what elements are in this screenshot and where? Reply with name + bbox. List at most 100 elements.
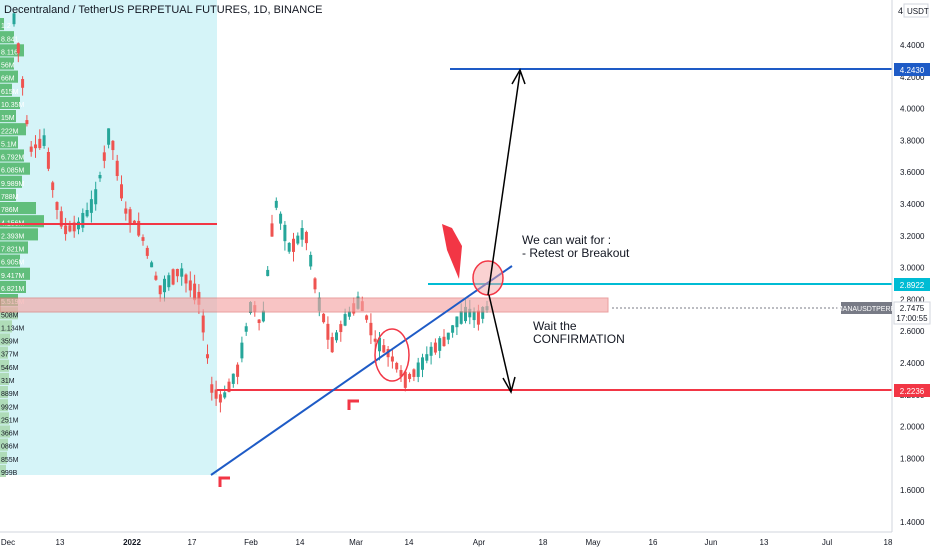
volume-profile-bar <box>0 333 10 346</box>
volume-profile-label: 1.134M <box>1 325 25 332</box>
candle-body <box>77 221 80 230</box>
volume-profile-bar <box>0 386 8 399</box>
candle-body <box>343 314 347 326</box>
candle-body <box>412 369 416 377</box>
candle-body <box>261 310 265 322</box>
volume-profile-bar <box>0 399 8 412</box>
x-tick-label: 14 <box>405 538 414 547</box>
volume-profile-label: 786M <box>1 207 19 214</box>
candle-body <box>481 306 485 319</box>
volume-profile-bar <box>0 346 8 359</box>
volume-profile-label: 9.989M <box>1 181 25 188</box>
volume-profile-bar <box>0 188 16 201</box>
volume-profile-label: 8.116 <box>1 49 18 56</box>
volume-profile-bar <box>0 241 28 254</box>
y-axis-panel[interactable] <box>892 0 932 550</box>
y-tick-label: 3.0000 <box>900 264 925 273</box>
support-price-tag <box>894 384 930 397</box>
volume-profile-label: 615M <box>1 89 19 96</box>
volume-profile-bar <box>0 280 26 293</box>
red-arrow-icon <box>442 224 462 279</box>
x-tick-label: 13 <box>56 538 65 547</box>
candle-body <box>373 338 377 342</box>
volume-profile-bar <box>0 228 38 241</box>
y-tick-label: 4.2000 <box>900 73 925 82</box>
volume-profile-bar <box>0 267 30 280</box>
volume-profile-label: 992M <box>1 404 19 411</box>
candle-body <box>403 371 407 388</box>
note-wait-for-1: We can wait for : <box>522 233 611 247</box>
candle-body <box>150 262 154 268</box>
y-tick-label: 3.4000 <box>900 200 925 209</box>
volume-profile-bar <box>0 451 7 464</box>
volume-profile-bar <box>0 372 9 385</box>
y-axis-top-label: 4 <box>898 6 903 16</box>
candle-body <box>81 212 85 228</box>
candle-body <box>421 357 424 370</box>
candle-body <box>180 268 184 277</box>
volume-profile-label: 8.841 <box>1 36 19 43</box>
x-axis-panel[interactable] <box>0 532 932 550</box>
candle-body <box>382 345 386 353</box>
y-tick-label: 3.6000 <box>900 168 925 177</box>
highlight-circle-retest <box>374 328 410 382</box>
volume-profile-bar <box>0 70 18 83</box>
y-tick-label: 4.4000 <box>900 41 925 50</box>
candle-body <box>141 237 145 241</box>
candle-body <box>55 202 59 210</box>
arrow-head-down-icon <box>502 376 516 394</box>
volume-profile-bar <box>0 83 12 96</box>
candle-body <box>201 315 205 333</box>
y-tick-label: 1.8000 <box>900 454 925 463</box>
current-price-tag <box>893 301 931 325</box>
candle-body <box>330 337 334 353</box>
candle-body <box>390 356 394 362</box>
x-tick-label: May <box>585 538 600 547</box>
candle-body <box>369 322 373 336</box>
candle-body <box>171 269 175 285</box>
candle-body <box>236 364 240 377</box>
low-marker-1 <box>218 476 230 487</box>
candle-body <box>210 384 214 393</box>
x-tick-label: 14 <box>296 538 305 547</box>
x-tick-label: Mar <box>349 538 363 547</box>
candle-body <box>25 120 29 125</box>
candle-body <box>163 278 166 293</box>
candle-body <box>399 370 403 377</box>
candle-body <box>38 138 42 149</box>
candle-body <box>274 200 278 208</box>
volume-profile-bar <box>0 136 18 149</box>
volume-profile-label: 6.905M <box>1 260 25 267</box>
chart-title: Decentraland / TetherUS PERPETUAL FUTURE… <box>4 4 323 16</box>
currency-label: USDT <box>907 7 929 16</box>
candle-body <box>51 182 55 191</box>
candle-body <box>218 394 222 403</box>
x-tick-label: Feb <box>244 538 258 547</box>
candle-body <box>270 223 274 237</box>
candle-body <box>339 324 343 333</box>
y-tick-label: 4.0000 <box>900 105 925 114</box>
y-tick-label: 2.8000 <box>900 295 925 304</box>
candle-body <box>206 354 209 359</box>
candle-body <box>446 332 450 340</box>
volume-profile-label: 1.2 <box>1 23 11 30</box>
currency-badge[interactable] <box>903 3 929 18</box>
volume-profile-bar <box>0 202 36 215</box>
candle-body <box>107 128 111 145</box>
candle-body <box>304 231 308 244</box>
volume-profile-bar <box>0 57 14 70</box>
candle-body <box>322 313 326 323</box>
candle-body <box>416 362 420 377</box>
candle-body <box>102 152 106 161</box>
volume-profile-label: 7.821M <box>1 247 25 254</box>
current-price-label: 2.7475 <box>900 304 925 313</box>
x-tick-label: 13 <box>760 538 769 547</box>
candle-body <box>442 336 446 347</box>
candle-body <box>395 362 399 370</box>
candle-body <box>59 211 63 227</box>
volume-profile-bar <box>0 123 26 136</box>
x-tick-label: 2022 <box>123 538 141 547</box>
volume-profile-bar <box>0 464 6 477</box>
candle-body <box>115 160 119 177</box>
